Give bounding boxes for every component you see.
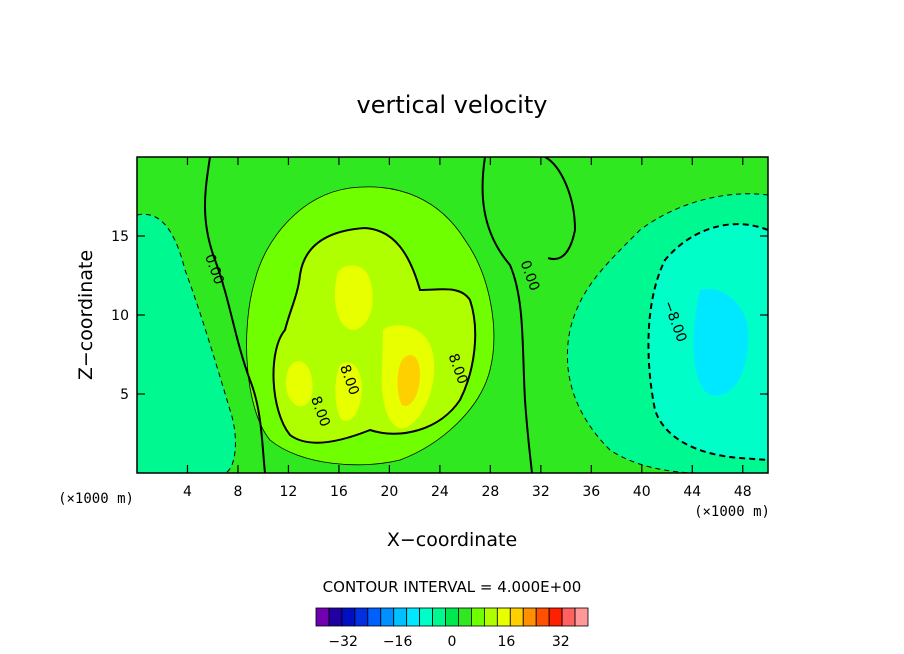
x-tick-label: 20	[380, 484, 398, 500]
colorbar: −32 −16 0 16 32	[315, 607, 589, 650]
positive-region-16	[397, 355, 420, 406]
contour-line-zero-top	[544, 157, 577, 260]
colorbar-tick-label: −16	[383, 634, 413, 650]
negative-region-left	[137, 214, 236, 473]
contour-line-negative-four	[137, 213, 236, 473]
colorbar-swatch	[471, 607, 485, 627]
colorbar-swatch	[432, 607, 446, 627]
x-tick-label: 32	[532, 484, 550, 500]
x-tick-label: 12	[280, 484, 298, 500]
colorbar-swatch	[509, 607, 524, 627]
colorbar-swatch	[315, 607, 330, 627]
x-tick-label: 44	[683, 484, 701, 500]
colorbar-swatch	[341, 607, 356, 627]
colorbar-tick-label: −32	[328, 634, 358, 650]
negative-region-right-core	[693, 289, 749, 396]
colorbar-tick-label: 16	[497, 634, 515, 650]
colorbar-swatch	[574, 607, 589, 627]
positive-region-12	[286, 265, 435, 429]
chart-title: vertical velocity	[357, 91, 548, 119]
colorbar-swatch	[328, 607, 343, 627]
x-tick-label: 40	[633, 484, 651, 500]
colorbar-swatch	[393, 607, 408, 627]
colorbar-swatch	[380, 607, 395, 627]
colorbar-swatch	[367, 607, 382, 627]
contour-line-zero-right	[481, 157, 533, 473]
contour-labels: 0.00 0.008.008.00 8.00−8.00	[201, 252, 689, 429]
contour-interval-text: CONTOUR INTERVAL = 4.000E+00	[323, 578, 582, 596]
colorbar-swatch	[548, 607, 563, 627]
x-tick-label: 28	[481, 484, 499, 500]
x-tick-label: 48	[734, 484, 752, 500]
x-tick-label: 24	[431, 484, 449, 500]
plot-area: 0.00 0.008.008.00 8.00−8.00	[137, 157, 768, 473]
contour-line-eight	[272, 226, 477, 444]
y-axis-label: Z−coordinate	[75, 250, 97, 380]
x-tick-label: 8	[233, 484, 242, 500]
colorbar-swatch	[419, 607, 433, 627]
colorbar-swatch	[354, 607, 369, 627]
y-tick-label: 10	[111, 308, 129, 324]
x-axis: 4 8 12 16 20 24 28 32 36 40 44 48	[183, 157, 752, 500]
x-tick-label: 36	[582, 484, 600, 500]
colorbar-swatch	[496, 607, 511, 627]
colorbar-swatch	[561, 607, 576, 627]
x-axis-label: X−coordinate	[387, 529, 517, 551]
y-axis-unit: (×1000 m)	[58, 491, 134, 507]
colorbar-tick-label: 32	[552, 634, 570, 650]
colorbar-swatch	[458, 607, 472, 627]
y-tick-label: 15	[111, 229, 129, 245]
colorbar-tick-label: 0	[448, 634, 457, 650]
contour-line-four	[246, 186, 495, 466]
x-tick-label: 16	[330, 484, 348, 500]
colorbar-swatch	[535, 607, 550, 627]
x-axis-unit: (×1000 m)	[694, 504, 770, 520]
colorbar-swatch	[522, 607, 537, 627]
y-axis: 5 10 15	[111, 229, 768, 403]
contour-line-zero-left	[204, 157, 266, 473]
x-tick-label: 4	[183, 484, 192, 500]
colorbar-swatch	[406, 607, 421, 627]
colorbar-swatch	[445, 607, 459, 627]
y-tick-label: 5	[120, 387, 129, 403]
colorbar-swatch	[483, 607, 498, 627]
